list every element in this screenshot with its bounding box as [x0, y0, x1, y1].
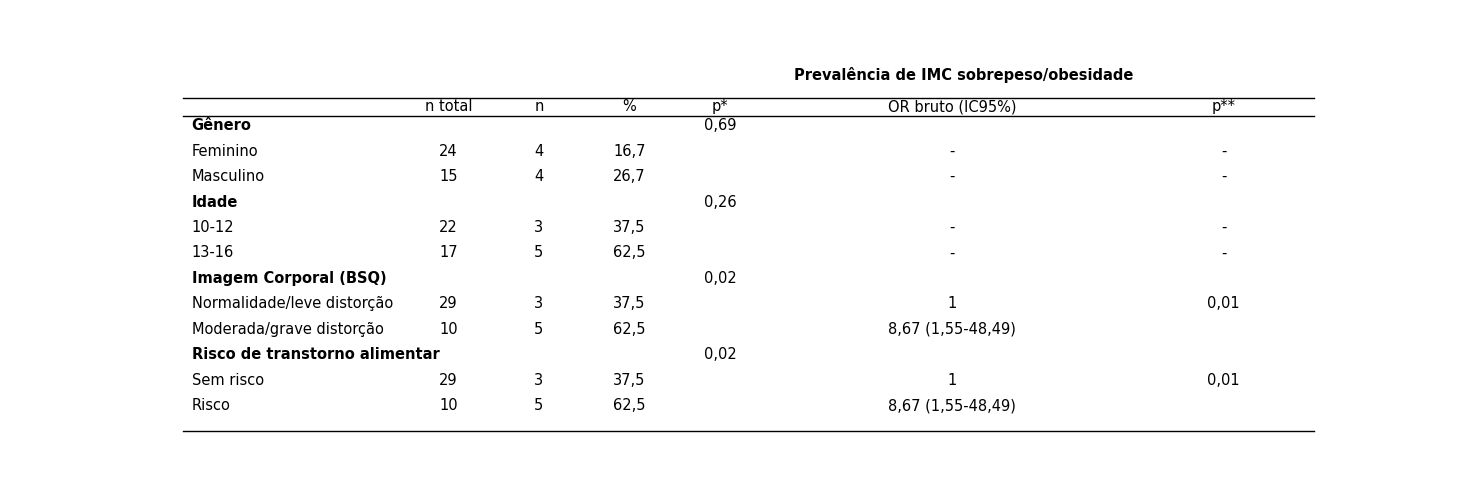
Text: 3: 3	[534, 220, 543, 235]
Text: 5: 5	[534, 245, 543, 260]
Text: 24: 24	[439, 144, 458, 158]
Text: 0,26: 0,26	[704, 194, 736, 209]
Text: 1: 1	[948, 373, 956, 388]
Text: n: n	[534, 100, 543, 115]
Text: 0,02: 0,02	[704, 347, 736, 362]
Text: 37,5: 37,5	[613, 373, 645, 388]
Text: Moderada/grave distorção: Moderada/grave distorção	[191, 322, 384, 337]
Text: Sem risco: Sem risco	[191, 373, 264, 388]
Text: -: -	[949, 220, 955, 235]
Text: Idade: Idade	[191, 194, 238, 209]
Text: Masculino: Masculino	[191, 169, 264, 184]
Text: Prevalência de IMC sobrepeso/obesidade: Prevalência de IMC sobrepeso/obesidade	[794, 67, 1133, 83]
Text: -: -	[949, 144, 955, 158]
Text: 13-16: 13-16	[191, 245, 234, 260]
Text: 29: 29	[439, 296, 458, 312]
Text: -: -	[1221, 144, 1226, 158]
Text: Risco: Risco	[191, 398, 231, 413]
Text: 10-12: 10-12	[191, 220, 234, 235]
Text: -: -	[1221, 220, 1226, 235]
Text: 62,5: 62,5	[613, 245, 645, 260]
Text: -: -	[949, 245, 955, 260]
Text: Normalidade/leve distorção: Normalidade/leve distorção	[191, 296, 393, 312]
Text: 62,5: 62,5	[613, 322, 645, 337]
Text: 0,01: 0,01	[1207, 373, 1240, 388]
Text: %: %	[622, 100, 637, 115]
Text: 5: 5	[534, 322, 543, 337]
Text: 8,67 (1,55-48,49): 8,67 (1,55-48,49)	[888, 398, 1016, 413]
Text: p**: p**	[1212, 100, 1235, 115]
Text: 16,7: 16,7	[613, 144, 645, 158]
Text: 8,67 (1,55-48,49): 8,67 (1,55-48,49)	[888, 322, 1016, 337]
Text: 10: 10	[439, 322, 458, 337]
Text: 1: 1	[948, 296, 956, 312]
Text: n total: n total	[425, 100, 472, 115]
Text: 5: 5	[534, 398, 543, 413]
Text: Imagem Corporal (BSQ): Imagem Corporal (BSQ)	[191, 271, 387, 286]
Text: 0,02: 0,02	[704, 271, 736, 286]
Text: 4: 4	[534, 169, 543, 184]
Text: 29: 29	[439, 373, 458, 388]
Text: 26,7: 26,7	[613, 169, 645, 184]
Text: Risco de transtorno alimentar: Risco de transtorno alimentar	[191, 347, 439, 362]
Text: 4: 4	[534, 144, 543, 158]
Text: -: -	[949, 169, 955, 184]
Text: 17: 17	[439, 245, 458, 260]
Text: 10: 10	[439, 398, 458, 413]
Text: OR bruto (IC95%): OR bruto (IC95%)	[888, 100, 1016, 115]
Text: 37,5: 37,5	[613, 220, 645, 235]
Text: 62,5: 62,5	[613, 398, 645, 413]
Text: Gênero: Gênero	[191, 118, 251, 133]
Text: 15: 15	[439, 169, 457, 184]
Text: -: -	[1221, 245, 1226, 260]
Text: 3: 3	[534, 373, 543, 388]
Text: 22: 22	[439, 220, 458, 235]
Text: Feminino: Feminino	[191, 144, 258, 158]
Text: p*: p*	[711, 100, 729, 115]
Text: 0,01: 0,01	[1207, 296, 1240, 312]
Text: 37,5: 37,5	[613, 296, 645, 312]
Text: 0,69: 0,69	[704, 118, 736, 133]
Text: -: -	[1221, 169, 1226, 184]
Text: 3: 3	[534, 296, 543, 312]
